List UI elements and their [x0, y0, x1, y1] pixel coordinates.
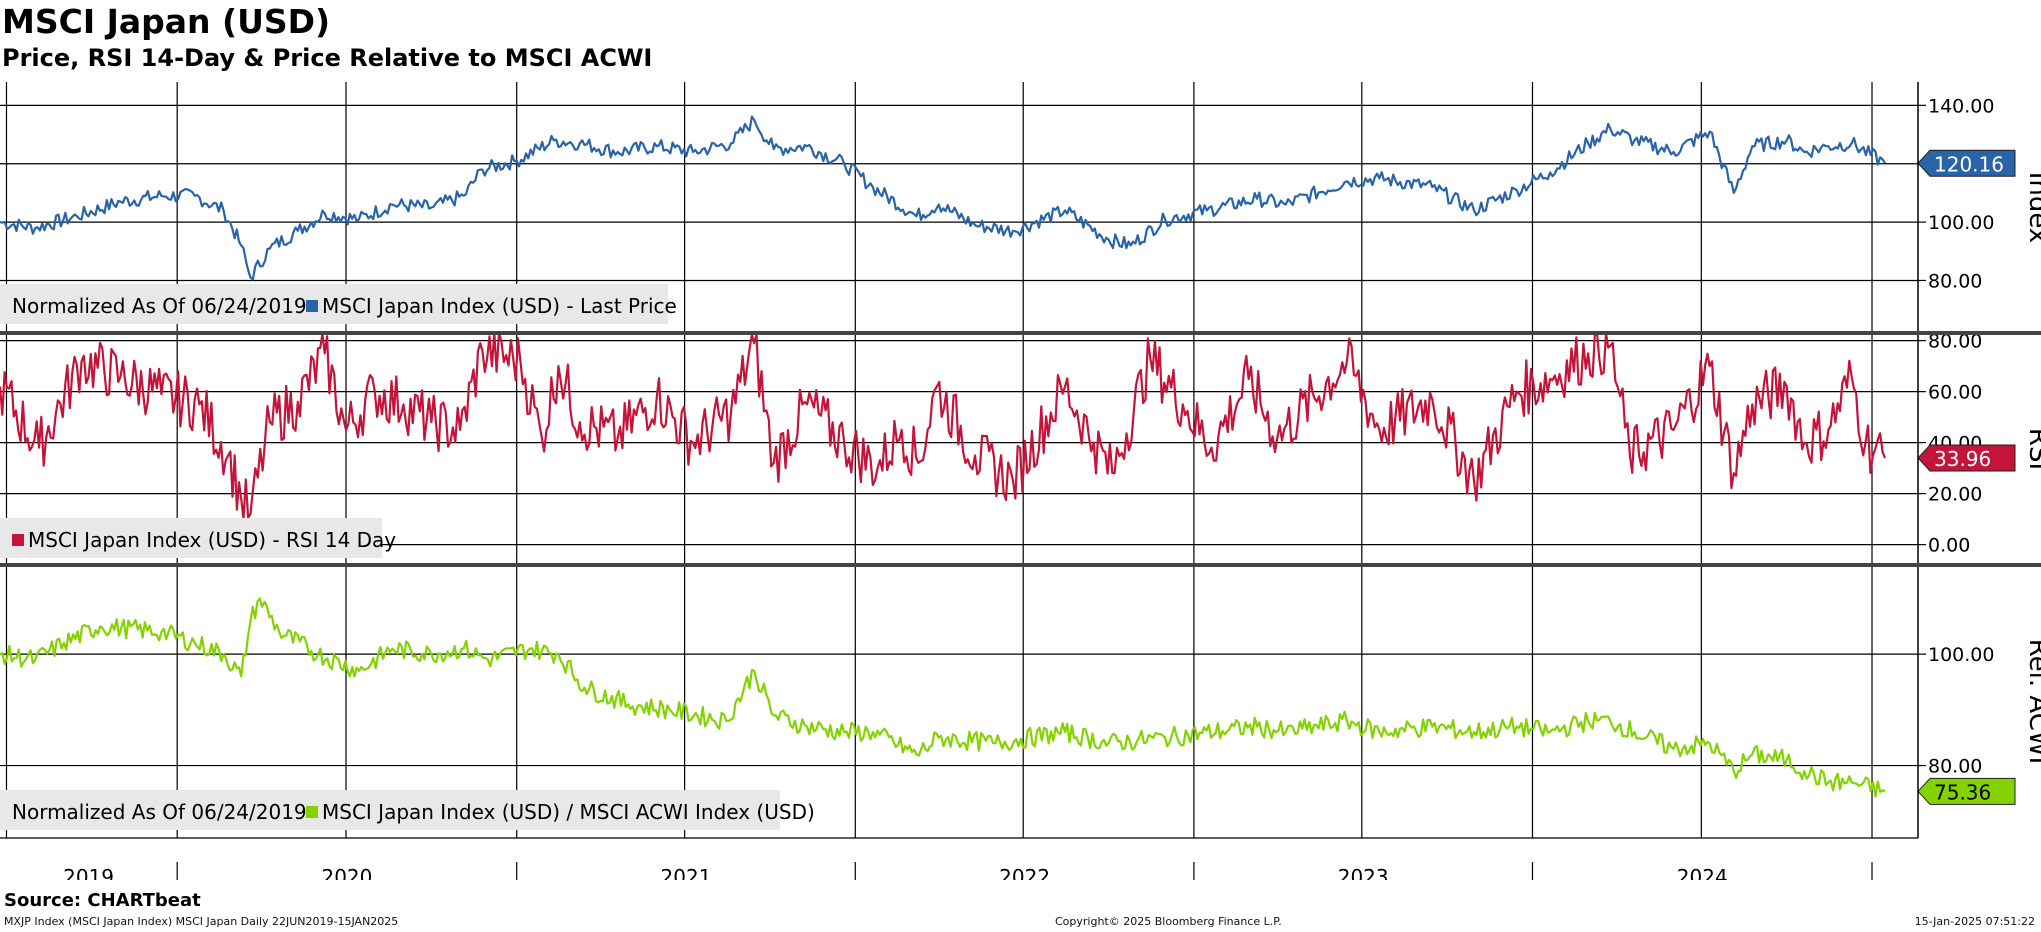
y-tick-label: 140.00 [1928, 95, 1994, 117]
chart-subtitle: Price, RSI 14-Day & Price Relative to MS… [2, 44, 653, 72]
series-info-text: MXJP Index (MSCI Japan Index) MSCI Japan… [4, 915, 399, 928]
last-value-tag [1917, 149, 2016, 177]
legend-swatch [12, 534, 24, 546]
copyright-text: Copyright© 2025 Bloomberg Finance L.P. [1055, 915, 1282, 928]
y-tick-label: 0.00 [1928, 535, 1970, 557]
legend-box [0, 790, 780, 830]
legend-swatch [306, 806, 318, 818]
legend-box [0, 518, 382, 558]
y-tick-label: 80.00 [1928, 756, 1982, 778]
legend-box [0, 284, 668, 324]
y-tick-label: 20.00 [1928, 484, 1982, 506]
legend-note: Normalized As Of 06/24/2019 [12, 800, 307, 824]
last-value-label: 33.96 [1934, 447, 1991, 471]
x-tick-label: 2024 [1677, 865, 1728, 880]
series-line [0, 597, 1886, 798]
last-value-tag [1917, 444, 2016, 472]
source-text: Source: CHARTbeat [4, 890, 201, 911]
legend-label: MSCI Japan Index (USD) - RSI 14 Day [28, 528, 396, 552]
chart-title: MSCI Japan (USD) [2, 2, 331, 41]
x-tick-label: 2022 [999, 865, 1050, 880]
legend-label: MSCI Japan Index (USD) / MSCI ACWI Index… [322, 800, 815, 824]
y-axis-title: Rel. ACWI [2023, 639, 2041, 765]
y-tick-label: 80.00 [1928, 331, 1982, 353]
last-value-label: 75.36 [1934, 780, 1991, 804]
legend-swatch [306, 300, 318, 312]
series-line [0, 331, 1887, 520]
x-tick-label: 2023 [1338, 865, 1389, 880]
x-tick-label: 2019 [63, 865, 114, 880]
legend-note: Normalized As Of 06/24/2019 [12, 294, 307, 318]
y-tick-label: 60.00 [1928, 382, 1982, 404]
last-value-tag [1917, 777, 2016, 805]
y-axis-title: RSI [2023, 428, 2041, 470]
y-axis-title: Index [2023, 172, 2041, 244]
last-value-label: 120.16 [1934, 152, 2004, 176]
y-tick-label: 80.00 [1928, 270, 1982, 292]
x-tick-label: 2021 [661, 865, 712, 880]
y-tick-label: 100.00 [1928, 212, 1994, 234]
y-tick-label: 100.00 [1928, 644, 1994, 666]
x-tick-label: 2020 [321, 865, 372, 880]
timestamp-text: 15-Jan-2025 07:51:22 [1914, 915, 2035, 928]
series-line [0, 115, 1886, 281]
chart-canvas: 80.00100.00120.00140.00120.16IndexNormal… [0, 82, 2041, 880]
legend-label: MSCI Japan Index (USD) - Last Price [322, 294, 677, 318]
